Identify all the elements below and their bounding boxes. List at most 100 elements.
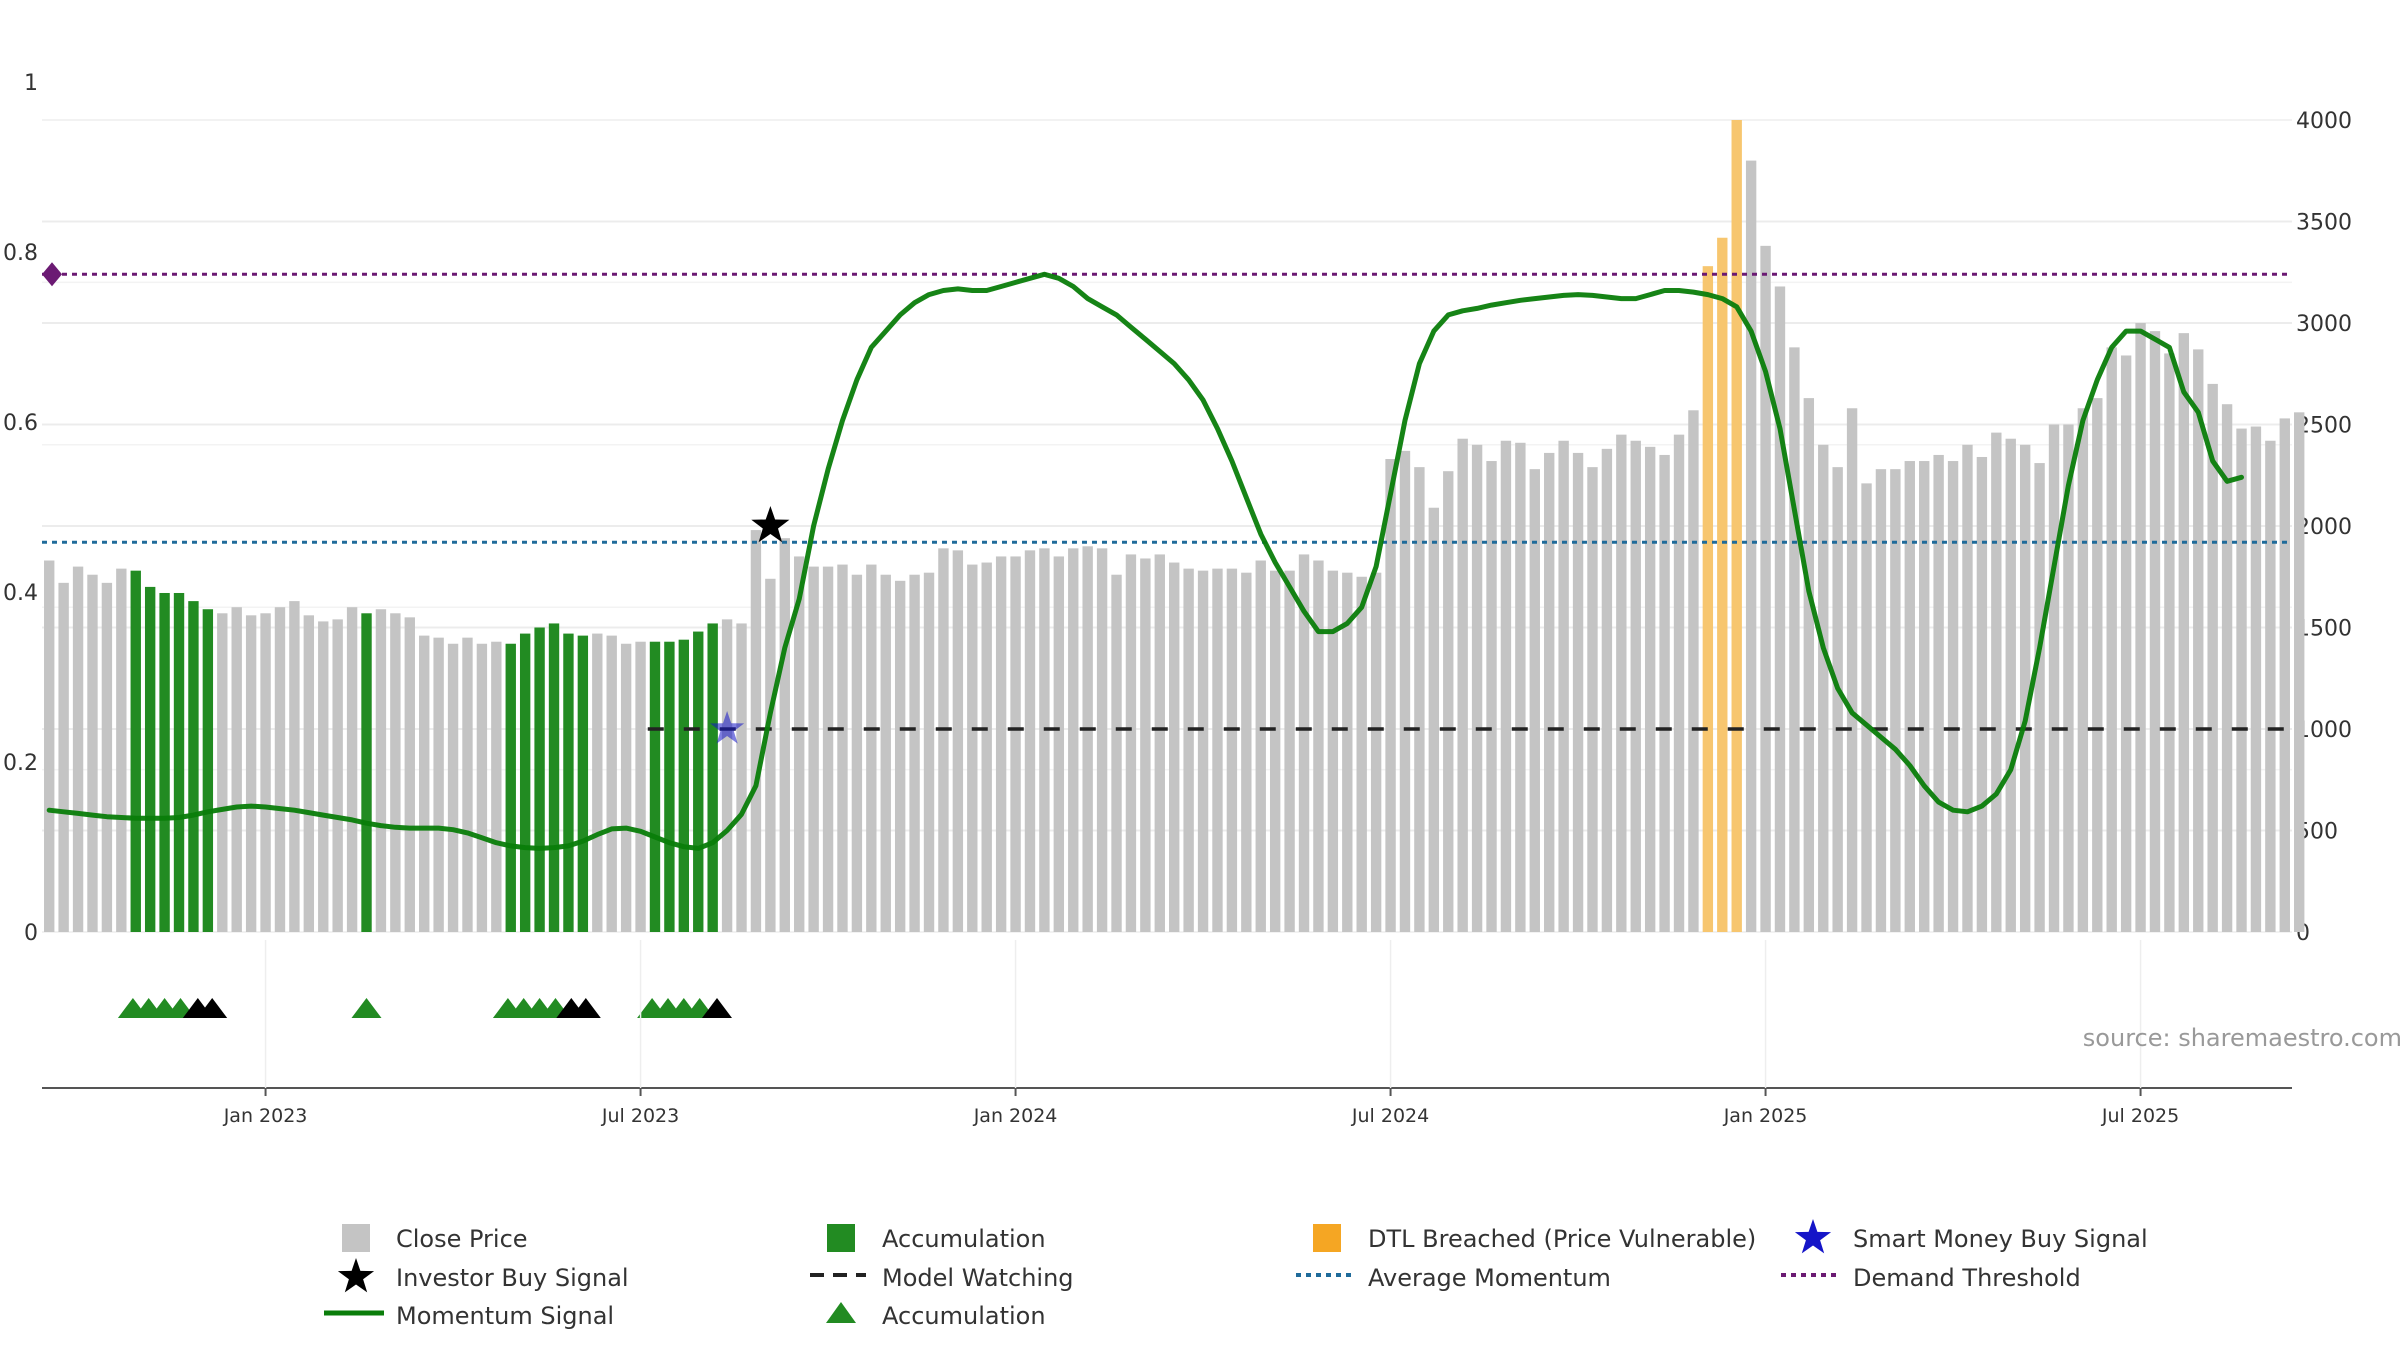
close-price-bar-39 [606,635,617,932]
close-price-bar-148 [2178,333,2190,932]
close-price-bar-93 [1385,459,1396,932]
left-tick-label-5: 1 [24,71,38,96]
close-price-bar-90 [1342,572,1353,932]
close-price-bar-126 [1861,483,1872,932]
legend-label-demand-threshold: Demand Threshold [1853,1264,2081,1292]
close-price-bar-154 [2265,440,2276,932]
close-price-bar-131 [1933,454,1944,932]
close-price-bar-64 [967,564,978,932]
right-tick-label-8: 4000 [2296,109,2352,134]
smart-money-star-icon-0 [710,711,745,744]
close-price-bar-59 [894,580,906,932]
close-price-bar-122 [1803,398,1815,932]
left-tick-label-1: 0.2 [3,751,38,776]
close-price-bar-121 [1789,347,1800,932]
close-price-bar-21 [346,607,358,932]
close-price-bar-136 [2005,438,2016,932]
close-price-bar-96 [1428,507,1440,932]
close-price-bar-94 [1399,450,1411,932]
close-price-bar-60 [909,574,920,932]
close-price-bar-106 [1572,452,1584,932]
accumulation-bar-8 [159,592,170,932]
close-price-bar-87 [1298,554,1310,932]
close-price-bar-68 [1024,550,1036,932]
close-price-bar-31 [491,641,502,932]
close-price-bar-145 [2135,323,2146,932]
close-price-bar-2 [72,566,84,932]
x-tick-label-3: Jul 2024 [1351,1105,1429,1127]
close-price-bar-85 [1269,570,1281,932]
close-price-bar-138 [2034,463,2045,932]
legend-label-accumulation-marker: Accumulation [882,1302,1046,1330]
close-price-bar-124 [1832,467,1843,932]
accumulation-triangle-icon-17 [702,998,732,1018]
close-price-bar-53 [808,566,819,932]
close-price-bar-73 [1096,548,1108,932]
close-price-bar-120 [1774,286,1786,933]
right-tick-label-3: 1500 [2296,617,2352,642]
legend-demand-threshold: Demand Threshold [1781,1264,2081,1292]
close-price-bar-139 [2048,424,2060,932]
close-price-bar-112 [1659,454,1670,932]
close-price-bar-135 [1991,432,2002,932]
close-price-bar-83 [1241,572,1252,932]
accumulation-bar-35 [548,623,560,932]
close-price-bar-153 [2250,426,2262,932]
close-price-bar-38 [592,633,603,932]
close-price-bar-127 [1875,469,1887,932]
close-price-bar-129 [1904,461,1915,932]
signal-markers [710,506,790,744]
legend-close-price: Close Price [342,1224,528,1253]
close-price-bar-103 [1529,469,1540,932]
close-price-bar-149 [2193,349,2204,932]
close-price-bar-144 [2120,355,2132,933]
legend-label-investor: Investor Buy Signal [396,1264,629,1292]
close-price-bar-28 [447,643,459,932]
accumulation-bar-33 [519,633,531,932]
legend-accumulation-marker: Accumulation [826,1302,1046,1330]
close-price-bar-52 [794,556,805,932]
close-price-bar-74 [1111,574,1122,932]
close-price-bar-147 [2164,353,2175,932]
close-price-bar-100 [1486,461,1497,932]
close-price-bar-111 [1644,446,1656,932]
x-tick-label-5: Jul 2025 [2101,1105,2179,1127]
close-price-bar-25 [404,617,415,932]
close-price-bar-141 [2077,408,2089,932]
close-price-bar-75 [1125,554,1137,932]
close-price-bar-40 [620,643,632,932]
legend-accumulation-bar: Accumulation [827,1224,1046,1253]
close-price-bar-47 [721,619,733,932]
close-price-bar-72 [1082,546,1093,932]
close-price-bar-61 [923,572,935,932]
close-price-bar-20 [332,619,343,932]
legend-average-momentum: Average Momentum [1296,1264,1611,1292]
dtl-breached-bar-117 [1731,120,1742,932]
x-tick-label-4: Jan 2025 [1723,1105,1808,1127]
legend-label-model-watching: Model Watching [882,1264,1074,1292]
legend-smart-money-star-icon [1794,1219,1832,1254]
close-price-bar-50 [765,578,776,932]
legend-label-accumulation: Accumulation [882,1225,1046,1253]
close-price-bar-69 [1039,548,1050,932]
left-tick-label-4: 0.8 [3,241,38,266]
close-price-bar-143 [2106,347,2117,932]
close-price-bar-14 [245,615,257,932]
close-price-bar-151 [2221,404,2233,932]
accumulation-bar-36 [563,633,574,932]
legend-dtl-breached: DTL Breached (Price Vulnerable) [1313,1224,1756,1253]
legend-momentum-signal: Momentum Signal [324,1302,614,1330]
close-price-bar-107 [1587,467,1598,932]
close-price-bar-27 [433,637,444,932]
close-price-bar-108 [1601,448,1613,932]
price-bars [44,120,2305,933]
close-price-bar-113 [1673,434,1685,932]
close-price-bar-65 [981,562,992,932]
legend-investor-star-icon [337,1258,375,1293]
close-price-bar-51 [779,538,790,932]
accumulation-triangle-icon-5 [197,998,228,1018]
close-price-bar-55 [837,564,848,932]
close-price-bar-81 [1212,568,1223,932]
close-price-bar-104 [1544,452,1555,932]
accumulation-bar-22 [361,613,372,932]
